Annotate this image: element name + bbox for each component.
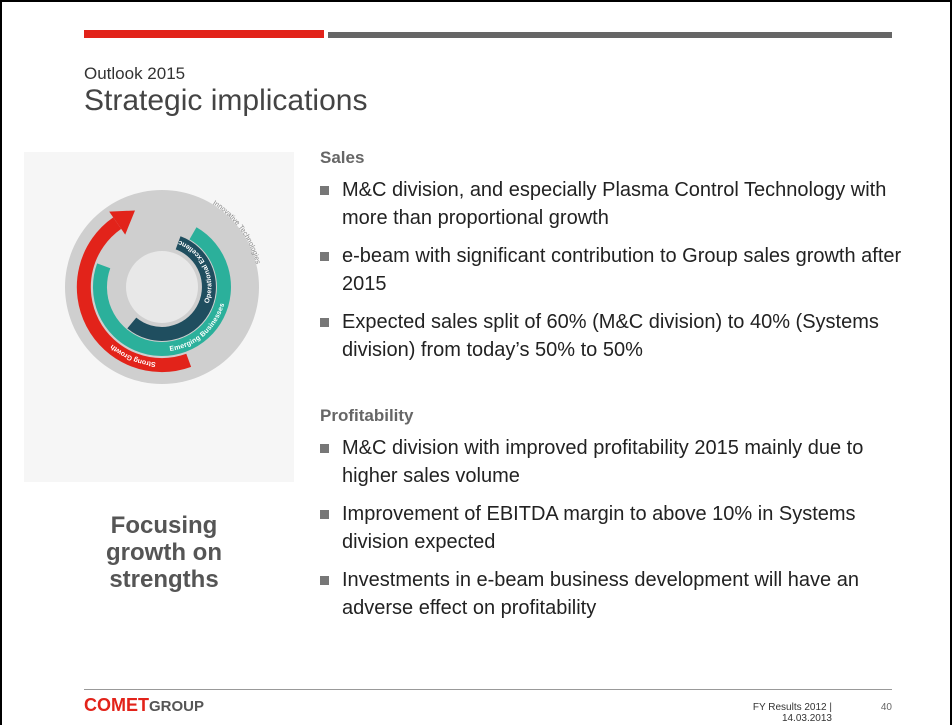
bullet: M&C division with improved profitability… (320, 434, 917, 490)
graphic: Operational Excellence Emerging Business… (2, 2, 261, 384)
bullet-marker (320, 444, 329, 453)
logo-brand: COMET (84, 695, 149, 715)
bullet: e-beam with significant contribution to … (320, 242, 917, 298)
arrow (109, 210, 135, 235)
page-number: 40 (880, 702, 892, 713)
bullet-marker (320, 576, 329, 585)
inner-disk (126, 251, 198, 323)
gray-bar (328, 32, 892, 38)
bullet: Improvement of EBITDA margin to above 10… (320, 500, 917, 556)
title: Strategic implications (84, 84, 368, 117)
bullet: Investments in e-beam business developme… (320, 566, 917, 622)
footer-line (84, 689, 892, 690)
red-bar (84, 30, 324, 38)
logo-suffix: GROUP (149, 698, 205, 715)
subtitle: Outlook 2015 (84, 64, 186, 83)
footer-info: FY Results 2012 | 14.03.2013 (752, 702, 832, 724)
bullet: M&C division, and especially Plasma Cont… (320, 176, 917, 232)
content: Sales M&C division, and especially Plasma… (320, 148, 920, 632)
caption: Focusing growth on strengths (106, 512, 222, 593)
bullet-marker (320, 318, 329, 327)
bullet: Expected sales split of 60% (M&C divisio… (320, 308, 917, 364)
logo: COMETGROUP (84, 695, 204, 716)
section: Sales M&C division, and especially Plasma… (320, 148, 920, 364)
section: Profitability M&C division with improved … (320, 406, 920, 622)
section-heading: Profitability (320, 406, 414, 425)
bullet-marker (320, 186, 329, 195)
bullet-marker (320, 252, 329, 261)
bullet-marker (320, 510, 329, 519)
section-heading: Sales (320, 148, 365, 167)
